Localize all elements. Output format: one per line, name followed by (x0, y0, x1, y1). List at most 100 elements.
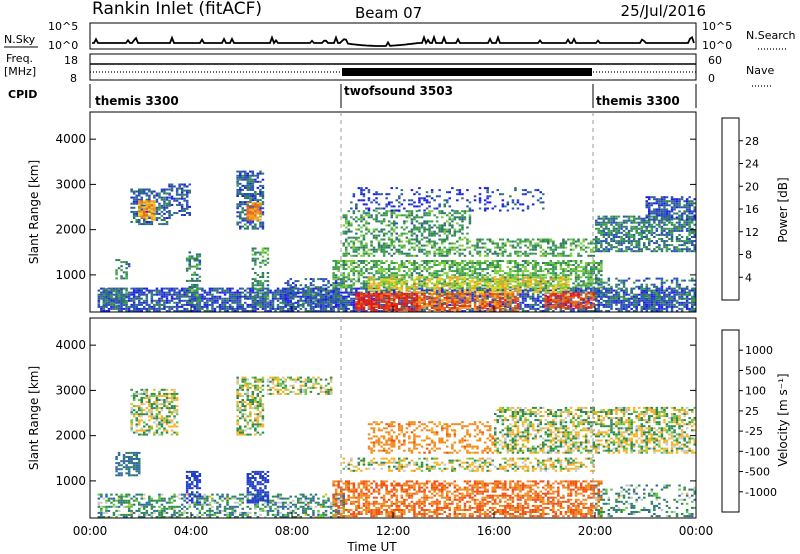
heatmap-cell (415, 191, 419, 194)
heatmap-cell (188, 183, 191, 186)
heatmap-cell (140, 190, 143, 193)
heatmap-cell (350, 224, 353, 227)
heatmap-cell (441, 240, 444, 243)
heatmap-cell (155, 206, 159, 209)
heatmap-cell (433, 284, 436, 287)
heatmap-cell (289, 305, 292, 308)
heatmap-cell (175, 193, 179, 196)
heatmap-cell (403, 220, 406, 223)
heatmap-cell (600, 270, 603, 273)
heatmap-cell (327, 296, 330, 299)
heatmap-cell (552, 242, 555, 245)
heatmap-cell (446, 289, 449, 292)
heatmap-cell (680, 303, 684, 306)
heatmap-cell (208, 303, 212, 306)
nsky-label: N.Sky (4, 33, 36, 46)
heatmap-cell (251, 218, 255, 221)
heatmap-cell (478, 268, 482, 271)
heatmap-cell (299, 295, 303, 298)
heatmap-cell (509, 280, 512, 283)
heatmap-cell (231, 307, 234, 310)
heatmap-cell (534, 244, 537, 247)
heatmap-cell (143, 221, 146, 223)
heatmap-cell (266, 310, 270, 312)
heatmap-cell (612, 301, 616, 304)
heatmap-cell (673, 297, 676, 300)
heatmap-cell (120, 307, 123, 310)
heatmap-cell (390, 254, 393, 257)
heatmap-cell (143, 299, 146, 302)
heatmap-cell (569, 274, 573, 277)
heatmap-cell (362, 296, 366, 299)
heatmap-cell (367, 282, 371, 285)
heatmap-cell (360, 272, 363, 275)
heatmap-cell (233, 301, 237, 304)
power-heatmap-cells (97, 170, 696, 312)
heatmap-cell (526, 291, 530, 294)
heatmap-cell (539, 310, 542, 312)
heatmap-cell (357, 300, 361, 303)
heatmap-cell (468, 209, 472, 212)
heatmap-cell (226, 301, 229, 304)
heatmap-cell (322, 296, 325, 299)
heatmap-cell (138, 194, 141, 197)
heatmap-cell (175, 301, 179, 304)
heatmap-cell (183, 210, 186, 212)
heatmap-cell (648, 287, 651, 290)
heatmap-cell (630, 297, 633, 300)
heatmap-cell (403, 244, 406, 247)
heatmap-cell (650, 307, 654, 310)
heatmap-cell (544, 287, 547, 290)
heatmap-cell (521, 266, 525, 269)
heatmap-cell (458, 216, 462, 219)
heatmap-cell (110, 289, 113, 292)
heatmap-cell (590, 270, 593, 273)
heatmap-cell (473, 246, 477, 249)
heatmap-cell (625, 303, 628, 306)
heatmap-cell (547, 301, 550, 304)
heatmap-cell (241, 176, 244, 179)
heatmap-cell (249, 221, 252, 224)
heatmap-cell (441, 262, 444, 264)
heatmap-cell (390, 289, 393, 292)
heatmap-cell (249, 291, 252, 294)
heatmap-cell (345, 254, 348, 257)
heatmap-cell (428, 226, 431, 229)
heatmap-cell (375, 286, 378, 289)
heatmap-cell (420, 203, 424, 206)
heatmap-cell (292, 302, 295, 305)
heatmap-cell (367, 214, 371, 217)
heatmap-cell (423, 220, 426, 223)
heatmap-cell (463, 272, 467, 275)
heatmap-cell (256, 284, 260, 287)
heatmap-cell (574, 286, 578, 289)
heatmap-cell (476, 250, 479, 253)
heatmap-cell (481, 287, 484, 290)
heatmap-cell (615, 295, 618, 298)
heatmap-cell (312, 305, 315, 308)
heatmap-cell (430, 230, 434, 233)
heatmap-cell (125, 273, 128, 276)
heatmap-cell (309, 310, 313, 312)
heatmap-cell (362, 246, 366, 249)
heatmap-cell (554, 244, 558, 247)
heatmap-cell (448, 242, 451, 245)
heatmap-cell (246, 303, 249, 306)
heatmap-cell (271, 295, 275, 298)
heatmap-cell (158, 208, 161, 211)
heatmap-cell (478, 187, 482, 190)
heatmap-cell (138, 299, 141, 302)
heatmap-cell (405, 232, 409, 235)
heatmap-cell (206, 299, 209, 302)
heatmap-cell (249, 303, 252, 306)
heatmap-cell (574, 280, 578, 283)
heatmap-cell (117, 301, 121, 304)
heatmap-cell (420, 270, 424, 273)
heatmap-cell (471, 264, 474, 266)
heatmap-cell (425, 220, 429, 223)
heatmap-cell (345, 284, 348, 287)
heatmap-cell (148, 198, 151, 201)
heatmap-cell (259, 195, 262, 197)
heatmap-cell (567, 286, 570, 289)
heatmap-cell (562, 274, 565, 277)
